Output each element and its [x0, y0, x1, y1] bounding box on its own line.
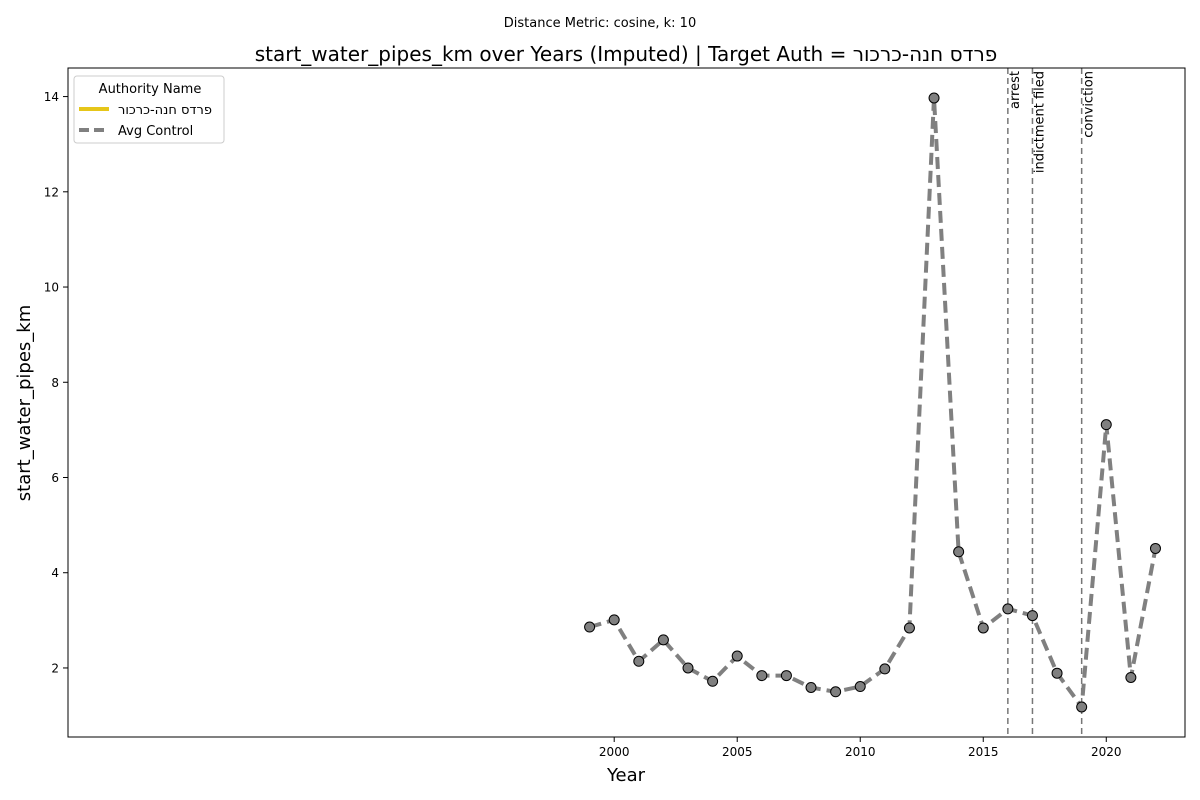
legend-label-avg-control: Avg Control	[118, 124, 193, 139]
y-tick-label: 10	[44, 281, 59, 295]
data-point	[830, 686, 842, 698]
data-point	[1100, 419, 1112, 431]
legend-title: Authority Name	[99, 82, 202, 97]
plot-area: arrest indictment filed conviction	[584, 68, 1161, 737]
data-point	[928, 92, 940, 104]
y-tick-label: 12	[44, 185, 59, 199]
data-point	[731, 650, 743, 662]
y-axis: 2 4 6 8 10 12 14	[44, 90, 68, 675]
legend: Authority Name פרדס חנה-כרכור Avg Contro…	[73, 75, 225, 144]
data-point	[608, 614, 620, 626]
series-line-avg-control	[589, 96, 1158, 709]
y-tick-label: 4	[51, 566, 59, 580]
data-point	[1002, 603, 1014, 615]
event-label: arrest	[1008, 71, 1023, 109]
event-label: indictment filed	[1032, 71, 1047, 173]
data-point	[1149, 542, 1161, 554]
data-point	[633, 655, 645, 667]
x-tick-label: 2005	[722, 745, 753, 759]
x-tick-label: 2015	[968, 745, 999, 759]
chart-title: start_water_pipes_km over Years (Imputed…	[255, 42, 998, 66]
data-point	[682, 662, 694, 674]
y-tick-label: 6	[51, 471, 59, 485]
data-point	[756, 670, 768, 682]
data-point	[657, 634, 669, 646]
data-point	[1051, 667, 1063, 679]
data-point	[854, 681, 866, 693]
y-tick-label: 2	[51, 661, 59, 675]
x-tick-label: 2020	[1091, 745, 1122, 759]
legend-label-target: פרדס חנה-כרכור	[118, 103, 212, 118]
data-point	[903, 622, 915, 634]
x-axis-label: Year	[606, 765, 646, 786]
data-point	[879, 663, 891, 675]
data-point	[977, 622, 989, 634]
data-point	[953, 546, 965, 558]
data-point	[1125, 671, 1137, 683]
x-axis: 2000 2005 2010 2015 2020	[599, 737, 1122, 759]
data-point	[780, 670, 792, 682]
data-point	[1076, 701, 1088, 713]
x-tick-label: 2000	[599, 745, 630, 759]
x-tick-label: 2010	[845, 745, 876, 759]
data-point	[584, 621, 596, 633]
data-point	[805, 681, 817, 693]
event-label: conviction	[1082, 71, 1097, 138]
chart-suptitle: Distance Metric: cosine, k: 10	[504, 16, 696, 31]
y-axis-label: start_water_pipes_km	[14, 305, 35, 501]
y-tick-label: 8	[51, 376, 59, 390]
legend-box	[73, 75, 225, 144]
y-tick-label: 14	[44, 90, 59, 104]
data-point	[1026, 610, 1038, 622]
data-point	[707, 675, 719, 687]
plot-frame	[67, 67, 1186, 738]
